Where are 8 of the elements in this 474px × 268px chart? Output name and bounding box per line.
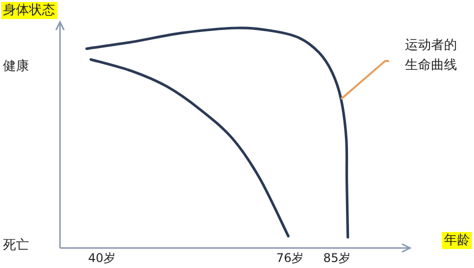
annotation: 运动者的生命曲线 bbox=[405, 38, 458, 74]
x-tick-label: 76岁 bbox=[276, 251, 304, 265]
text: 死亡 bbox=[3, 237, 29, 253]
y-axis-title: 身体状态 bbox=[3, 3, 55, 18]
x-tick-label: 85岁 bbox=[323, 251, 351, 265]
x-tick-label: 40岁 bbox=[88, 251, 116, 265]
text: 健康 bbox=[3, 59, 29, 74]
x-axis-title: 年龄 bbox=[444, 233, 470, 248]
